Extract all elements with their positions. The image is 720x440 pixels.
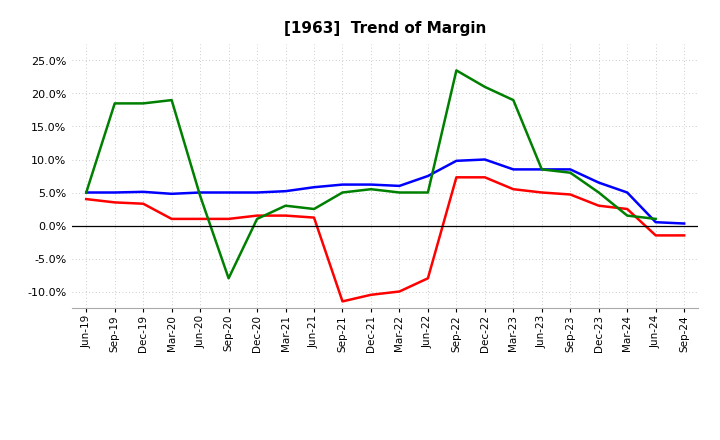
Ordinary Income: [680, 221, 688, 226]
Net Income: [167, 216, 176, 222]
Net Income: [282, 213, 290, 218]
Operating Cashflow: [509, 97, 518, 103]
Net Income: [310, 215, 318, 220]
Ordinary Income: [253, 190, 261, 195]
Operating Cashflow: [167, 97, 176, 103]
Net Income: [395, 289, 404, 294]
Operating Cashflow: [537, 167, 546, 172]
Operating Cashflow: [452, 68, 461, 73]
Ordinary Income: [566, 167, 575, 172]
Ordinary Income: [623, 190, 631, 195]
Net Income: [652, 233, 660, 238]
Operating Cashflow: [366, 187, 375, 192]
Operating Cashflow: [196, 193, 204, 198]
Ordinary Income: [338, 182, 347, 187]
Line: Operating Cashflow: Operating Cashflow: [86, 70, 656, 279]
Operating Cashflow: [423, 190, 432, 195]
Net Income: [509, 187, 518, 192]
Ordinary Income: [110, 190, 119, 195]
Net Income: [366, 292, 375, 297]
Operating Cashflow: [225, 275, 233, 281]
Net Income: [480, 175, 489, 180]
Net Income: [110, 200, 119, 205]
Operating Cashflow: [395, 190, 404, 195]
Ordinary Income: [509, 167, 518, 172]
Operating Cashflow: [82, 190, 91, 195]
Operating Cashflow: [623, 213, 631, 218]
Ordinary Income: [480, 157, 489, 162]
Line: Ordinary Income: Ordinary Income: [86, 160, 684, 224]
Net Income: [338, 299, 347, 304]
Ordinary Income: [225, 190, 233, 195]
Operating Cashflow: [652, 216, 660, 222]
Ordinary Income: [82, 190, 91, 195]
Ordinary Income: [423, 173, 432, 179]
Net Income: [623, 206, 631, 212]
Net Income: [225, 216, 233, 222]
Title: [1963]  Trend of Margin: [1963] Trend of Margin: [284, 21, 487, 36]
Ordinary Income: [595, 180, 603, 185]
Operating Cashflow: [338, 190, 347, 195]
Operating Cashflow: [566, 170, 575, 175]
Ordinary Income: [196, 190, 204, 195]
Ordinary Income: [310, 185, 318, 190]
Net Income: [253, 213, 261, 218]
Operating Cashflow: [253, 216, 261, 222]
Ordinary Income: [167, 191, 176, 196]
Line: Net Income: Net Income: [86, 177, 684, 301]
Operating Cashflow: [595, 190, 603, 195]
Net Income: [423, 275, 432, 281]
Operating Cashflow: [139, 101, 148, 106]
Operating Cashflow: [282, 203, 290, 209]
Ordinary Income: [537, 167, 546, 172]
Net Income: [139, 201, 148, 206]
Net Income: [595, 203, 603, 209]
Ordinary Income: [139, 189, 148, 194]
Net Income: [82, 196, 91, 202]
Operating Cashflow: [110, 101, 119, 106]
Net Income: [537, 190, 546, 195]
Operating Cashflow: [310, 206, 318, 212]
Net Income: [196, 216, 204, 222]
Net Income: [680, 233, 688, 238]
Ordinary Income: [452, 158, 461, 164]
Ordinary Income: [652, 220, 660, 225]
Ordinary Income: [395, 183, 404, 188]
Net Income: [452, 175, 461, 180]
Ordinary Income: [366, 182, 375, 187]
Ordinary Income: [282, 188, 290, 194]
Operating Cashflow: [480, 84, 489, 90]
Net Income: [566, 192, 575, 197]
